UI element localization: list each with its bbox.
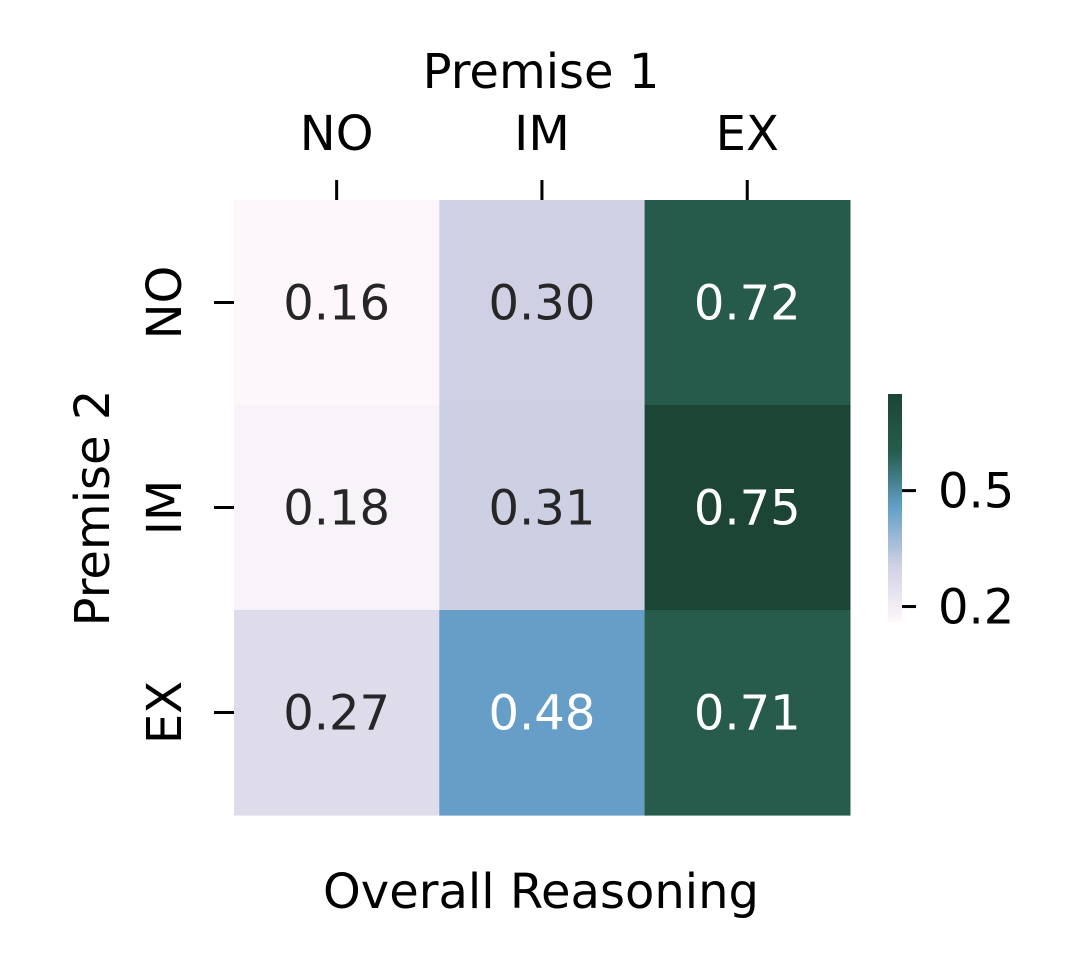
x-ticks: NO IM EX xyxy=(300,106,779,200)
cell-value-label: 0.30 xyxy=(489,276,596,332)
colorbar: 0.2 0.5 xyxy=(888,394,1014,636)
y-tick-label: EX xyxy=(137,681,193,744)
cell-value-label: 0.72 xyxy=(694,276,801,332)
y-tick-label: NO xyxy=(137,266,193,340)
heatmap-cell xyxy=(644,405,851,611)
x-axis-label: Overall Reasoning xyxy=(323,864,759,920)
heatmap-cell xyxy=(439,610,646,816)
x-axis-title: Premise 1 xyxy=(423,44,660,100)
colorbar-bar xyxy=(888,394,902,622)
y-axis-title: Premise 2 xyxy=(65,390,121,627)
heatmap-cell xyxy=(234,610,440,816)
cell-value-label: 0.48 xyxy=(489,686,596,742)
y-ticks: NO IM EX xyxy=(137,266,234,744)
heatmap-cell xyxy=(234,405,440,611)
heatmap-cells: 0.16 0.30 0.72 0.18 0.31 0.75 0.27 0.48 0.71 xyxy=(234,200,851,816)
heatmap-cell xyxy=(439,405,646,611)
cell-value-label: 0.71 xyxy=(694,686,801,742)
x-tick-label: NO xyxy=(300,106,374,162)
cell-value-label: 0.16 xyxy=(283,276,390,332)
x-tick-label: EX xyxy=(716,106,779,162)
colorbar-tick-label: 0.5 xyxy=(938,464,1014,520)
heatmap-cell xyxy=(644,610,851,816)
cell-value-label: 0.27 xyxy=(283,686,390,742)
x-tick-label: IM xyxy=(514,106,570,162)
y-tick-label: IM xyxy=(137,480,193,536)
heatmap-cell xyxy=(234,200,440,406)
heatmap-cell xyxy=(439,200,646,406)
cell-value-label: 0.18 xyxy=(283,481,390,537)
heatmap-cell xyxy=(644,200,851,406)
cell-value-label: 0.75 xyxy=(694,481,801,537)
cell-value-label: 0.31 xyxy=(489,481,596,537)
colorbar-tick-label: 0.2 xyxy=(938,580,1014,636)
